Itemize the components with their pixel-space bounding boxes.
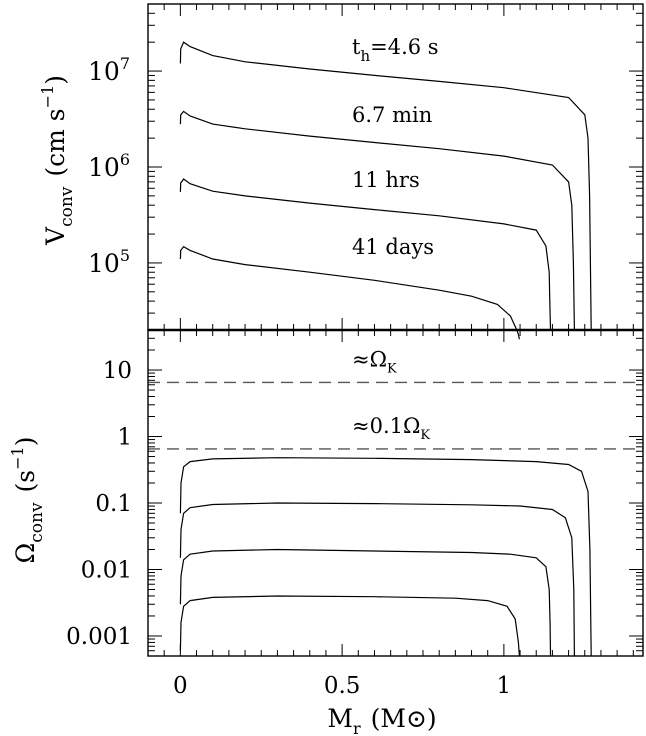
y-tick-label: 105: [88, 246, 130, 278]
series-annotation: 41 days: [352, 235, 434, 259]
x-tick-label: 0.5: [324, 673, 361, 699]
y-tick-label: 0.01: [81, 557, 132, 583]
velocity-curve-1: [179, 41, 592, 331]
y-tick-label: 0.001: [66, 624, 132, 650]
reference-label: ≈0.1ΩK: [352, 414, 430, 443]
x-tick-label: 0: [173, 673, 188, 699]
series-annotation: 11 hrs: [352, 168, 420, 192]
y-axis-title: Vconv(cm s−1): [38, 75, 77, 246]
angular-velocity-panel: ≈ΩK ≈0.1ΩK 10 1 0.1 0.01 0.001 0 0.5 1 Mr (M⊙) Ωconv…: [8, 328, 644, 736]
omega-curve-3: [179, 548, 552, 657]
series-annotation: 6.7 min: [352, 103, 432, 127]
velocity-curve-2: [179, 110, 575, 331]
omega-curve-2: [179, 502, 575, 657]
x-tick-label: 1: [497, 673, 512, 699]
x-axis-title: Mr (M⊙): [327, 704, 436, 736]
reference-label: ≈ΩK: [352, 347, 397, 376]
series-annotation: th=4.6 s: [352, 35, 439, 65]
omega-curve-4: [179, 595, 520, 657]
y-tick-label: 107: [88, 54, 130, 86]
velocity-panel: 105 106 107 th=4.6 s 6.7 min 11 hrs 41 days Vco…: [38, 3, 644, 340]
velocity-curve-3: [179, 178, 552, 331]
y-tick-label: 0.1: [95, 491, 132, 517]
velocity-curve-4: [179, 245, 520, 340]
y-tick-label: 10: [103, 358, 132, 384]
plot-frame: [147, 329, 644, 657]
omega-curve-1: [179, 457, 592, 657]
y-tick-label: 106: [88, 150, 130, 182]
y-axis-title: Ωconv(s−1): [8, 437, 47, 564]
y-tick-label: 1: [117, 425, 132, 451]
